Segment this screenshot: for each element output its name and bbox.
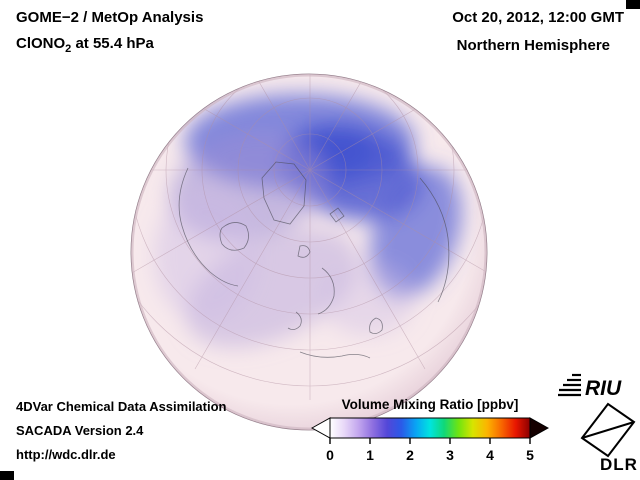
- tick-label-0: 0: [326, 447, 334, 463]
- graticule: [131, 74, 487, 400]
- tick-label-1: 1: [366, 447, 374, 463]
- tick-label-5: 5: [526, 447, 534, 463]
- tick-label-3: 3: [446, 447, 454, 463]
- colorbar-title: Volume Mixing Ratio [ppbv]: [341, 397, 519, 412]
- species-subtitle: ClONO2 at 55.4 hPa: [16, 35, 154, 55]
- riu-logo-text: RIU: [585, 377, 622, 400]
- tick-label-2: 2: [406, 447, 414, 463]
- colorbar-right-arrow: [529, 417, 550, 439]
- footer-version: SACADA Version 2.4: [16, 423, 144, 438]
- analysis-title: GOME−2 / MetOp Analysis: [16, 9, 204, 26]
- colorbar: 0 1 2 3 4 5: [310, 417, 550, 463]
- colorbar-left-arrow: [310, 417, 331, 439]
- footer-assimilation: 4DVar Chemical Data Assimilation: [16, 399, 227, 414]
- formula-suffix: at 55.4 hPa: [71, 35, 154, 52]
- colorbar-tick-marks: [329, 438, 531, 444]
- dlr-logo: DLR: [580, 402, 638, 474]
- colorbar-tick-labels: 0 1 2 3 4 5: [326, 447, 534, 463]
- riu-logo: RIU: [558, 373, 622, 400]
- colorbar-gradient-bar: [329, 417, 531, 439]
- dlr-logo-mark-icon: [580, 402, 636, 458]
- formula-subscript: 2: [65, 43, 72, 55]
- datetime-label: Oct 20, 2012, 12:00 GMT: [452, 9, 624, 26]
- corner-mark-bottom-left: [0, 471, 14, 480]
- footer-url: http://wdc.dlr.de: [16, 447, 116, 462]
- globe-limb: [131, 74, 487, 430]
- hemisphere-label: Northern Hemisphere: [456, 37, 610, 54]
- clono2-field: [154, 94, 462, 348]
- coastlines: [178, 161, 450, 359]
- globe: [130, 73, 488, 431]
- formula-prefix: ClONO: [16, 35, 66, 52]
- dlr-logo-text: DLR: [600, 455, 638, 474]
- tick-label-4: 4: [486, 447, 494, 463]
- corner-mark-top-right: [626, 0, 640, 9]
- riu-logo-mark-icon: [558, 373, 581, 397]
